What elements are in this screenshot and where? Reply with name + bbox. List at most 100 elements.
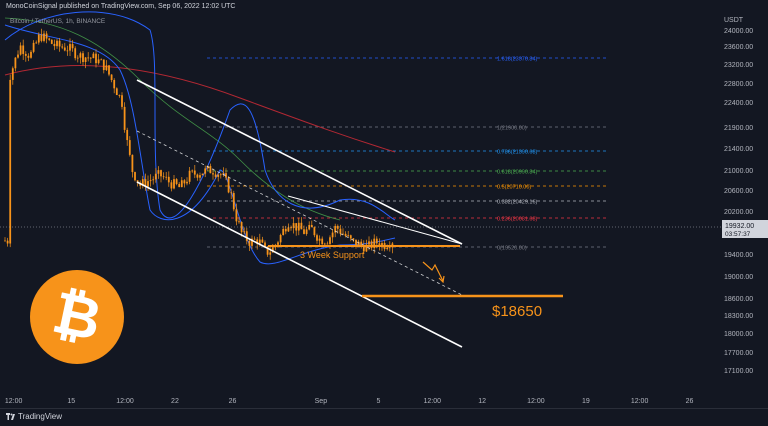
candle-body xyxy=(238,221,240,223)
candle-body xyxy=(373,238,376,249)
price-axis-label: 19400.00 xyxy=(724,252,753,259)
candle-body xyxy=(349,235,352,239)
candle-body xyxy=(108,65,110,75)
price-axis-label: 18600.00 xyxy=(724,296,753,303)
footer-bar: TradingView xyxy=(0,408,768,426)
candle-body xyxy=(76,57,79,59)
candle-body xyxy=(258,239,261,244)
candle-body xyxy=(66,50,69,52)
time-axis-label: 15 xyxy=(67,398,75,405)
candle-body xyxy=(329,237,331,244)
candle-body xyxy=(162,176,165,178)
candle-body xyxy=(61,46,64,48)
candle-body xyxy=(362,245,365,252)
candle-body xyxy=(40,34,43,41)
candle-body xyxy=(214,174,217,177)
candle-body xyxy=(180,180,183,188)
candle-body xyxy=(269,252,272,255)
channel-upper-line xyxy=(136,79,463,245)
tradingview-logo-text[interactable]: TradingView xyxy=(18,412,63,421)
candle-body xyxy=(339,228,342,234)
candle-body xyxy=(323,243,326,245)
time-axis-label: 26 xyxy=(229,398,237,405)
candle-body xyxy=(318,238,321,241)
price-axis-label: 20600.00 xyxy=(724,188,753,195)
time-axis-label: 12:00 xyxy=(423,398,441,405)
candle-body xyxy=(212,173,214,175)
candle-body xyxy=(50,39,53,44)
candle-body xyxy=(336,225,339,229)
time-axis-label: 12:00 xyxy=(631,398,649,405)
candle-body xyxy=(352,238,355,240)
candle-body xyxy=(201,173,204,176)
candle-body xyxy=(27,55,30,58)
candle-body xyxy=(282,228,285,236)
candle-body xyxy=(175,179,178,185)
candle-body xyxy=(243,231,246,233)
tradingview-icon xyxy=(6,413,15,420)
candle-body xyxy=(344,233,347,236)
current-price-tag xyxy=(722,220,768,238)
candle-body xyxy=(79,53,82,58)
candle-body xyxy=(217,174,220,177)
candle-body xyxy=(313,227,316,236)
candle-body xyxy=(303,229,305,234)
candle-body xyxy=(19,45,22,55)
fib-level-label: 1(21900.00) xyxy=(497,126,527,132)
price-axis-label: 21900.00 xyxy=(724,125,753,132)
price-axis-label: 19000.00 xyxy=(724,274,753,281)
candle-body xyxy=(310,224,313,228)
time-axis-label: 19 xyxy=(582,398,590,405)
candle-body xyxy=(316,235,318,241)
candle-body xyxy=(271,247,274,253)
candle-body xyxy=(279,235,282,243)
time-axis-label: Sep xyxy=(315,398,328,405)
candle-body xyxy=(196,174,199,178)
candle-body xyxy=(102,59,105,71)
candle-body xyxy=(56,40,58,47)
candle-body xyxy=(248,240,251,246)
candle-body xyxy=(199,175,201,178)
price-axis-label: 17100.00 xyxy=(724,368,753,375)
price-axis-label: 21400.00 xyxy=(724,146,753,153)
candle-body xyxy=(227,177,230,193)
candle-body xyxy=(113,80,116,89)
current-price-value: 19932.00 xyxy=(725,223,754,230)
channel-lower-line xyxy=(136,181,463,348)
candle-body xyxy=(154,173,157,180)
channel-mid-line xyxy=(136,130,463,296)
target-label: $18650 xyxy=(492,303,542,320)
candle-body xyxy=(17,54,19,58)
wedge-line xyxy=(287,195,463,245)
candle-body xyxy=(53,43,56,47)
candle-body xyxy=(230,192,233,194)
candle-body xyxy=(97,59,100,64)
candle-body xyxy=(292,223,295,229)
candle-body xyxy=(365,244,368,252)
candle-body xyxy=(245,231,248,241)
candle-body xyxy=(209,166,212,174)
time-axis-label: 22 xyxy=(171,398,179,405)
candle-body xyxy=(266,246,269,255)
candle-body xyxy=(110,74,113,81)
moving-average-green xyxy=(4,17,341,221)
price-axis-label: 24000.00 xyxy=(724,28,753,35)
candle-body xyxy=(43,33,45,41)
candle-body xyxy=(232,193,235,210)
price-axis-label: 21000.00 xyxy=(724,168,753,175)
candle-body xyxy=(235,209,238,222)
candle-body xyxy=(82,53,84,62)
symbol-label[interactable]: Bitcoin / TetherUS, 1h, BINANCE xyxy=(10,18,106,25)
candle-body xyxy=(105,65,108,71)
candle-body xyxy=(32,42,35,52)
price-axis-unit: USDT xyxy=(724,17,744,24)
candle-body xyxy=(388,247,391,249)
candle-body xyxy=(219,174,222,176)
candle-body xyxy=(160,170,162,177)
projection-arrow xyxy=(422,261,444,282)
candle-body xyxy=(92,53,95,59)
candle-body xyxy=(368,241,370,245)
candle-body xyxy=(297,222,300,231)
time-axis-label: 12:00 xyxy=(116,398,134,405)
